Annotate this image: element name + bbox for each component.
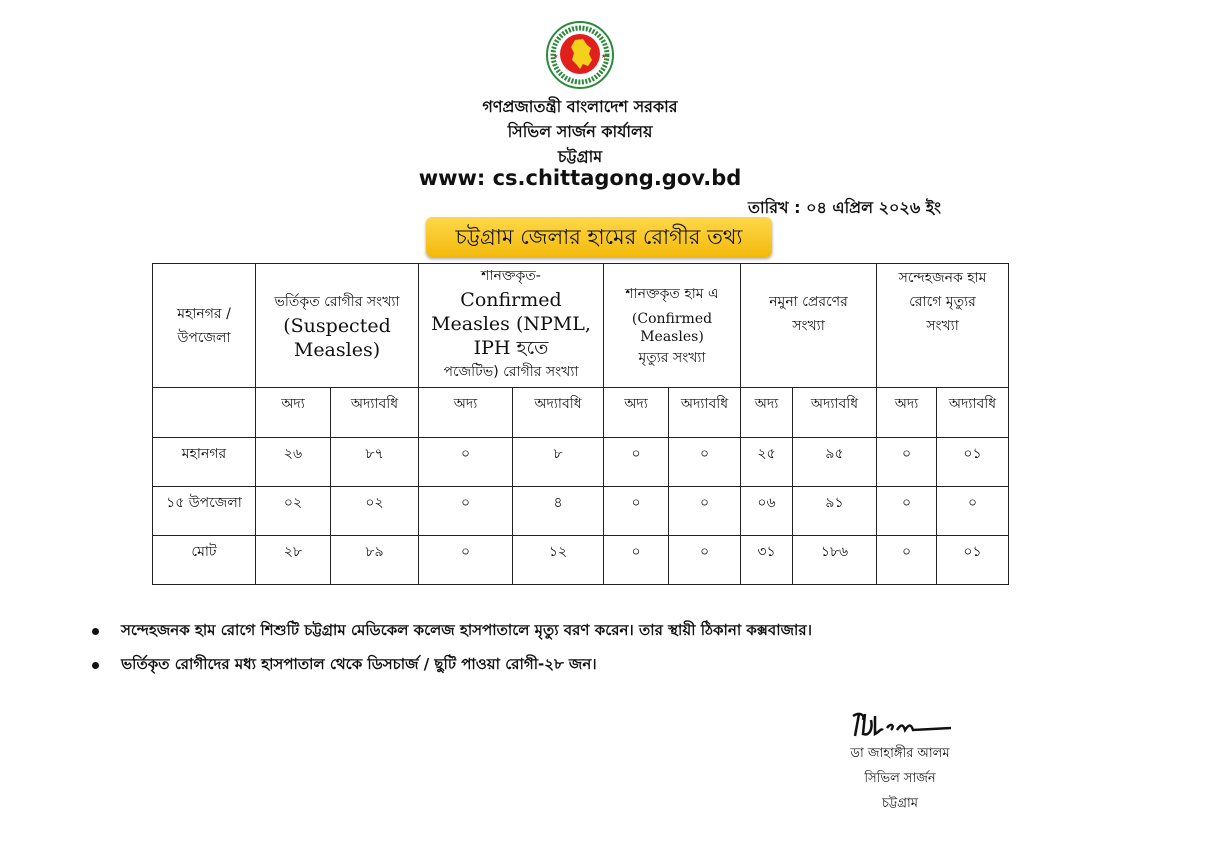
header-suspected: ভর্তিকৃত রোগীর সংখ্যা (Suspected Measles…	[255, 263, 419, 388]
table-cell: ৪	[512, 486, 604, 536]
notes-list: সন্দেহজনক হাম রোগে শিশুটি চট্টগ্রাম মেডি…	[88, 614, 812, 682]
table-cell: ২৫	[740, 437, 793, 487]
report-date: তারিখ : ০৪ এপ্রিল ২০২৬ ইং	[748, 198, 942, 217]
table-cell: ০	[603, 437, 669, 487]
signatory-designation: সিভিল সার্জন	[864, 771, 936, 786]
table-cell: ৯১	[792, 486, 877, 536]
table-cell: ৩১	[740, 535, 793, 585]
table-cell: ০	[936, 486, 1009, 536]
header-deaths-bn: মৃত্যুর সংখ্যা	[638, 349, 706, 366]
header-deaths-en: (Confirmed Measles)	[631, 310, 713, 345]
table-cell: ৯৫	[792, 437, 877, 487]
note-text: সন্দেহজনক হাম রোগে শিশুটি চট্টগ্রাম মেডি…	[121, 620, 812, 639]
svg-text:★: ★	[553, 53, 558, 60]
subheader-row: অদ্য অদ্যাবধি অদ্য অদ্যাবধি অদ্য অদ্যাবধি অদ্…	[152, 387, 1009, 438]
handwritten-signature	[852, 712, 952, 737]
row-area: মোট	[152, 535, 256, 585]
area-header: মহানগর /উপজেলা	[152, 263, 256, 388]
header-suspected-deaths-bn: সন্দেহজনক হাম রোগে মৃত্যুর সংখ্যা	[898, 270, 987, 334]
table-cell: ১৮৬	[792, 535, 877, 585]
measles-data-table: মহানগর /উপজেলা ভর্তিকৃত রোগীর সংখ্যা (Su…	[152, 263, 1009, 585]
table-cell: ৮৯	[330, 535, 419, 585]
row-area: ১৫ উপজেলা	[152, 486, 256, 536]
header-confirmed-en: Confirmed Measles (NPML, IPH হতে	[431, 289, 591, 359]
header-confirmed-bn: পজেটিভ) রোগীর সংখ্যা	[443, 364, 579, 380]
table-cell: ০	[603, 486, 669, 536]
table-cell: ০	[418, 486, 513, 536]
header-confirmed-pre: শানক্তকৃত-	[481, 268, 541, 284]
subheader-today: অদ্য	[876, 387, 937, 438]
row-area: মহানগর	[152, 437, 256, 487]
table-cell: ০	[418, 437, 513, 487]
table-cell: ০১	[936, 535, 1009, 585]
table-cell: ০৬	[740, 486, 793, 536]
subheader-today: অদ্য	[418, 387, 513, 438]
header-confirmed-deaths: শানক্তকৃত হাম এ (Confirmed Measles) মৃত্…	[603, 263, 741, 388]
subheader-todate: অদ্যাবধি	[330, 387, 419, 438]
table-cell: ৮	[512, 437, 604, 487]
note-text: ভর্তিকৃত রোগীদের মধ্য হাসপাতাল থেকে ডিসচ…	[121, 654, 597, 673]
table-cell: ০	[418, 535, 513, 585]
table-cell: ০২	[255, 486, 331, 536]
header-deaths-pre: শানক্তকৃত হাম এ	[625, 285, 719, 302]
table-cell: ০	[876, 486, 937, 536]
table-cell: ০	[668, 535, 741, 585]
signature-block: ডা জাহাঙ্গীর আলম সিভিল সার্জন চট্টগ্রাম	[840, 708, 960, 815]
signatory-location: চট্টগ্রাম	[882, 796, 918, 811]
header-confirmed: শানক্তকৃত- Confirmed Measles (NPML, IPH …	[418, 263, 604, 388]
website-url: www: cs.chittagong.gov.bd	[418, 166, 742, 190]
header-city: চট্টগ্রাম	[557, 147, 603, 166]
subheader-todate: অদ্যাবধি	[668, 387, 741, 438]
report-title-banner: চট্টগ্রাম জেলার হামের রোগীর তথ্য	[426, 217, 772, 257]
subheader-todate: অদ্যাবধি	[936, 387, 1009, 438]
subheader-todate: অদ্যাবধি	[792, 387, 877, 438]
table-cell: ০	[603, 535, 669, 585]
subheader-blank	[152, 387, 256, 438]
header-suspected-bn: ভর্তিকৃত রোগীর সংখ্যা	[274, 293, 400, 310]
bullet-icon	[92, 661, 99, 669]
bullet-icon	[92, 627, 99, 635]
header-suspected-deaths: সন্দেহজনক হাম রোগে মৃত্যুর সংখ্যা	[876, 263, 1009, 388]
table-cell: ০	[876, 437, 937, 487]
note-item: সন্দেহজনক হাম রোগে শিশুটি চট্টগ্রাম মেডি…	[88, 614, 812, 648]
government-seal-logo: ★ ★	[546, 21, 614, 89]
header-suspected-en: (Suspected Measles)	[283, 314, 391, 361]
header-government: গণপ্রজাতন্ত্রী বাংলাদেশ সরকার	[482, 97, 678, 116]
table-cell: ২৮	[255, 535, 331, 585]
table-header-row: মহানগর /উপজেলা ভর্তিকৃত রোগীর সংখ্যা (Su…	[152, 263, 1009, 388]
table-cell: ০	[668, 486, 741, 536]
table-row: মহানগর ২৬ ৮৭ ০ ৮ ০ ০ ২৫ ৯৫ ০ ০১	[152, 437, 1009, 487]
subheader-today: অদ্য	[603, 387, 669, 438]
subheader-today: অদ্য	[255, 387, 331, 438]
table-row: মোট ২৮ ৮৯ ০ ১২ ০ ০ ৩১ ১৮৬ ০ ০১	[152, 535, 1009, 585]
table-cell: ৮৭	[330, 437, 419, 487]
table-cell: ২৬	[255, 437, 331, 487]
header-samples: নমুনা প্রেরণের সংখ্যা	[740, 263, 877, 388]
signatory-name: ডা জাহাঙ্গীর আলম	[850, 746, 950, 761]
table-cell: ০১	[936, 437, 1009, 487]
table-cell: ১২	[512, 535, 604, 585]
note-item: ভর্তিকৃত রোগীদের মধ্য হাসপাতাল থেকে ডিসচ…	[88, 648, 812, 682]
table-cell: ০	[668, 437, 741, 487]
svg-text:★: ★	[601, 53, 606, 60]
table-row: ১৫ উপজেলা ০২ ০২ ০ ৪ ০ ০ ০৬ ৯১ ০ ০	[152, 486, 1009, 536]
table-cell: ০	[876, 535, 937, 585]
subheader-todate: অদ্যাবধি	[512, 387, 604, 438]
header-samples-bn: নমুনা প্রেরণের সংখ্যা	[769, 294, 848, 334]
subheader-today: অদ্য	[740, 387, 793, 438]
header-office: সিভিল সার্জন কার্যালয়	[507, 122, 653, 141]
table-cell: ০২	[330, 486, 419, 536]
